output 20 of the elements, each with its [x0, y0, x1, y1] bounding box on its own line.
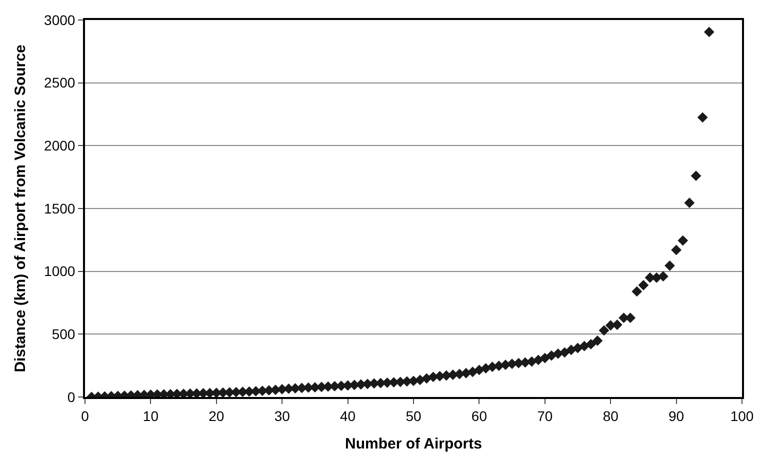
y-tick-label: 1500	[44, 200, 76, 216]
y-tick-label: 500	[52, 326, 76, 342]
x-tick-label: 50	[406, 408, 422, 424]
x-axis-title: Number of Airports	[345, 435, 482, 452]
x-tick-label: 40	[340, 408, 356, 424]
x-tick-label: 10	[142, 408, 159, 424]
y-tick-label: 2500	[44, 74, 76, 91]
y-tick-label: 0	[67, 388, 76, 405]
x-tick-label: 60	[471, 408, 488, 424]
x-tick-label: 70	[537, 408, 553, 424]
y-tick-label: 1000	[44, 263, 76, 280]
x-tick-label: 20	[208, 408, 224, 424]
x-tick-label: 90	[668, 408, 684, 424]
x-tick-label: 0	[81, 408, 90, 424]
x-tick-label: 30	[274, 408, 290, 424]
x-tick-label: 80	[602, 408, 619, 424]
y-tick-label: 2000	[44, 138, 76, 154]
y-axis-title: Distance (km) of Airport from Volcanic Source	[12, 44, 29, 372]
y-tick-label: 3000	[44, 12, 76, 28]
x-tick-label: 100	[730, 408, 754, 424]
